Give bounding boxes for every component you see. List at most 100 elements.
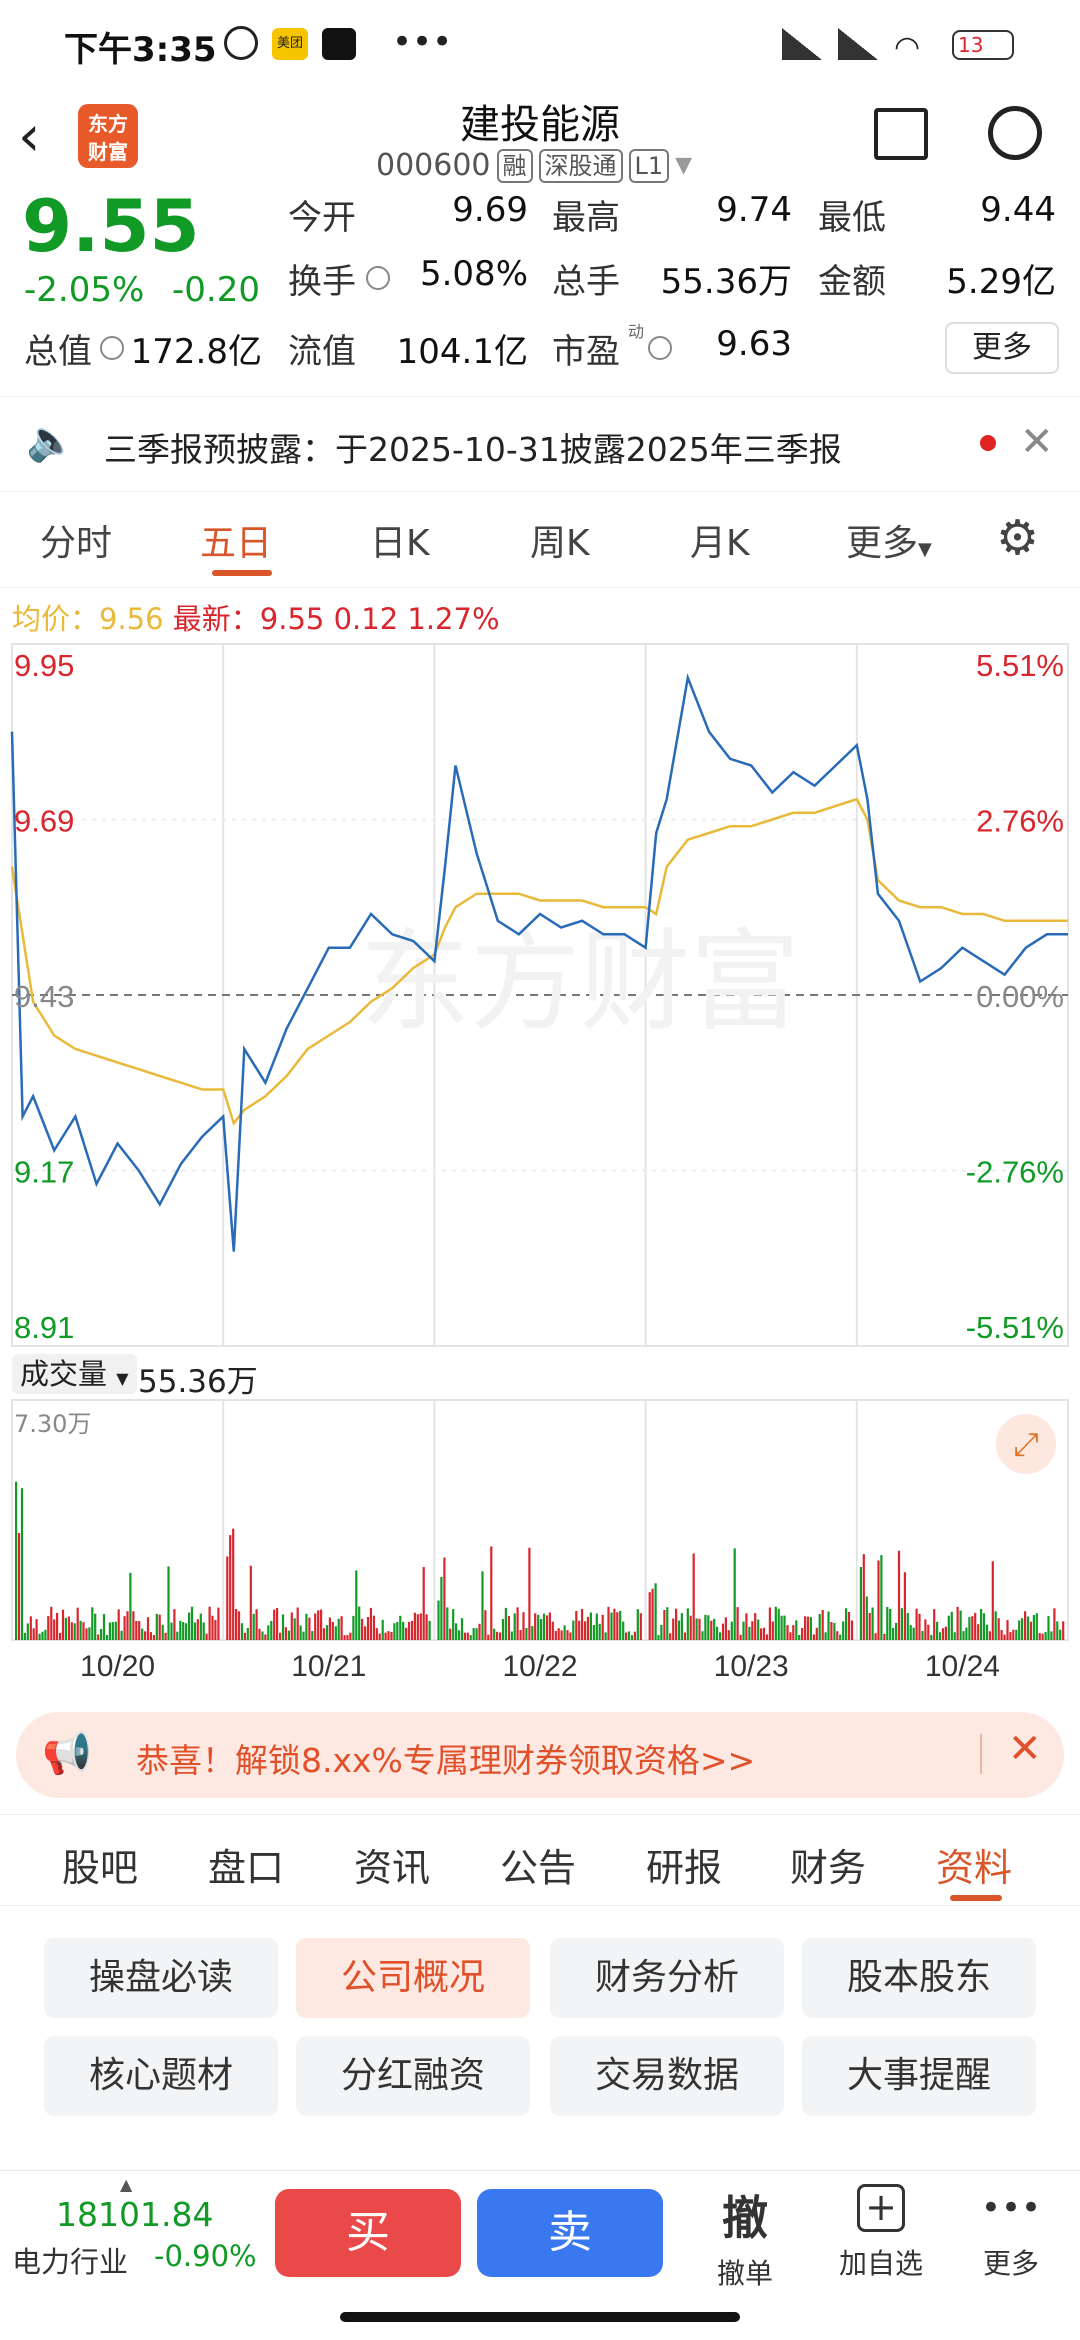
add-label: 加自选 (838, 2247, 923, 2280)
cancel-order-button[interactable]: 撤 撤单 (700, 2182, 790, 2292)
volume-bar (182, 1622, 185, 1640)
volume-bar (924, 1619, 927, 1640)
volume-bar (114, 1621, 117, 1640)
close-icon[interactable]: ✕ (1008, 1726, 1042, 1772)
chip-trade-data[interactable]: 交易数据 (550, 2036, 784, 2116)
back-icon[interactable]: ‹ (18, 104, 41, 169)
volume-bar (102, 1614, 106, 1640)
volume-bar (331, 1621, 334, 1640)
tab-research[interactable]: 研报 (646, 1846, 723, 1890)
info-icon[interactable] (648, 336, 672, 360)
tab-week-k[interactable]: 周K (530, 523, 590, 564)
tab-news[interactable]: 资讯 (354, 1846, 431, 1890)
volume-bar (739, 1634, 742, 1640)
volume-bar (322, 1628, 326, 1640)
volume-bar (472, 1628, 475, 1640)
volume-bar (804, 1616, 807, 1640)
volume-bar (308, 1617, 311, 1640)
volume-bar (328, 1617, 331, 1640)
tab-day-k[interactable]: 日K (370, 523, 430, 564)
volume-bar (833, 1622, 836, 1640)
tab-profile[interactable]: 资料 (936, 1846, 1013, 1890)
mktcap-label: 总值 (24, 332, 92, 372)
buy-button[interactable]: 买 (275, 2189, 461, 2277)
volume-bar (64, 1617, 67, 1640)
chip-company-overview[interactable]: 公司概况 (296, 1938, 530, 2018)
info-icon[interactable] (366, 266, 390, 290)
y-label-right: 5.51% (976, 648, 1064, 683)
volume-bar (862, 1554, 865, 1640)
volume-bar (997, 1618, 1000, 1640)
expand-icon[interactable]: ⤢ (996, 1414, 1056, 1474)
turnover-value: 5.08% (419, 254, 528, 294)
close-icon[interactable]: ✕ (1020, 419, 1054, 465)
volume-bar (654, 1583, 657, 1640)
tab-forum[interactable]: 股吧 (62, 1846, 139, 1890)
tab-five-day[interactable]: 五日 (200, 523, 273, 564)
unread-dot (980, 435, 996, 451)
chip-financial-analysis[interactable]: 财务分析 (550, 1938, 784, 2018)
volume-bar (525, 1628, 528, 1640)
volume-bar (452, 1609, 455, 1640)
tab-month-k[interactable]: 月K (690, 523, 750, 564)
sell-button[interactable]: 卖 (477, 2189, 663, 2277)
tab-handicap[interactable]: 盘口 (208, 1846, 285, 1890)
amount-label: 金额 (818, 262, 886, 302)
volume-bar (437, 1600, 440, 1640)
y-label-right: -5.51% (966, 1310, 1064, 1345)
volume-bar (208, 1606, 211, 1640)
x-label: 10/23 (714, 1650, 789, 1680)
notice-bar[interactable]: 🔈 三季报预披露：于2025-10-31披露2025年三季报 ✕ (0, 396, 1080, 492)
chip-shareholders[interactable]: 股本股东 (802, 1938, 1036, 2018)
signal-icon (782, 28, 822, 60)
volume-bar (968, 1617, 971, 1640)
search-icon[interactable] (988, 106, 1042, 160)
more-button[interactable]: ••• 更多 (966, 2184, 1056, 2282)
volume-bar (76, 1607, 79, 1640)
dropdown-icon[interactable]: ▼ (675, 153, 693, 178)
chip-core-themes[interactable]: 核心题材 (44, 2036, 278, 2116)
volume-bar (202, 1622, 205, 1640)
volume-bar (689, 1615, 692, 1640)
volume-bar (422, 1567, 425, 1640)
share-icon[interactable] (874, 108, 928, 160)
volume-bar (26, 1623, 29, 1640)
volume-bar (806, 1616, 810, 1640)
settings-icon[interactable]: ⚙ (996, 510, 1040, 566)
volume-bar (868, 1613, 871, 1640)
chip-dividends[interactable]: 分红融资 (296, 2036, 530, 2116)
volume-bar (455, 1623, 458, 1640)
volume-bar (792, 1625, 795, 1640)
volume-bar (604, 1632, 607, 1640)
info-icon[interactable] (100, 336, 124, 360)
tag-level[interactable]: L1 (628, 148, 670, 183)
promo-text: 恭喜！解锁8.xx%专属理财券领取资格>> (136, 1741, 756, 1780)
quote-more-button[interactable]: 更多 (945, 322, 1059, 374)
volume-bar (672, 1618, 675, 1640)
tab-announcement[interactable]: 公告 (500, 1846, 577, 1890)
volume-bar (560, 1630, 563, 1640)
volume-bar (733, 1548, 736, 1640)
add-watchlist-button[interactable]: + 加自选 (826, 2184, 936, 2282)
volume-bar (962, 1631, 965, 1640)
tab-intraday[interactable]: 分时 (40, 523, 113, 564)
volume-bar (701, 1631, 704, 1640)
chip-must-read[interactable]: 操盘必读 (44, 1938, 278, 2018)
last-price: 9.55 (22, 190, 200, 268)
volume-bar (721, 1623, 725, 1640)
volume-bar (504, 1607, 507, 1640)
volume-indicator[interactable]: 成交量 ▼ (12, 1354, 137, 1394)
volume-bar (1041, 1633, 1044, 1640)
volume-bar (801, 1628, 804, 1640)
promo-banner[interactable]: 📢 恭喜！解锁8.xx%专属理财券领取资格>> ✕ (16, 1712, 1064, 1798)
industry-pct: -0.90% (154, 2239, 257, 2273)
volume-bar (630, 1635, 634, 1640)
industry-name[interactable]: 电力行业 (12, 2245, 129, 2279)
price-chart[interactable]: 东方财富 9.95 5.51% 9.69 2.76% 9.43 0.00% 9.17 -2.7… (0, 640, 1080, 1680)
tab-more[interactable]: 更多▼ (846, 514, 932, 566)
volume-bar (601, 1614, 604, 1640)
chip-events[interactable]: 大事提醒 (802, 2036, 1036, 2116)
tab-finance[interactable]: 财务 (790, 1846, 867, 1890)
volume-bar (47, 1615, 50, 1640)
y-label-left: 9.17 (14, 1155, 74, 1190)
